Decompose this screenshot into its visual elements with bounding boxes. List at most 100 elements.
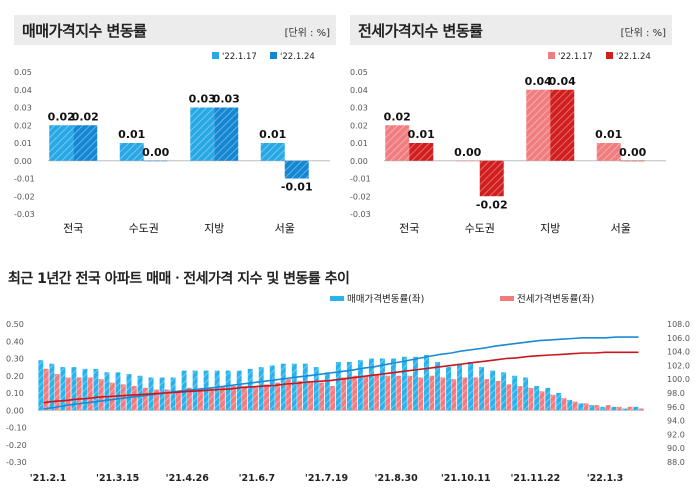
trend-bar: [65, 377, 71, 411]
sale-bar: [284, 160, 309, 179]
trend-bar: [291, 363, 297, 411]
trend-bar: [220, 386, 225, 411]
trend-bar: [115, 372, 121, 411]
sale-bar: [119, 143, 144, 161]
trend-bar: [407, 375, 413, 411]
sale-category-label: 수도권: [129, 222, 159, 235]
trend-bar: [374, 374, 380, 411]
trend-bar: [440, 377, 446, 411]
trend-line-sale: [43, 336, 639, 410]
trend-bar: [605, 405, 611, 411]
trend-bar: [638, 408, 644, 411]
sale-data-label: 0.00: [142, 146, 169, 159]
trend-bar: [330, 386, 336, 411]
jeonse-legend-swatch: [606, 52, 613, 59]
sale-data-label: -0.01: [281, 181, 313, 194]
trend-bar: [275, 382, 280, 411]
trend-bar: [341, 377, 347, 411]
jeonse-data-label: 0.00: [619, 146, 646, 159]
trend-right-ytick: 100.0: [667, 375, 690, 384]
jeonse-data-label: 0.01: [408, 128, 435, 141]
trend-bar: [242, 386, 247, 411]
jeonse-change-chart: 0.05 0.04 0.03 0.02 0.01 0.00 -0.01 -0.02 -0.03 '…: [350, 52, 666, 235]
sale-ytick: 0.05: [14, 68, 32, 77]
trend-bar: [236, 370, 242, 411]
trend-bar: [54, 374, 60, 411]
sale-bar: [143, 160, 168, 162]
jeonse-ytick: -0.02: [350, 192, 371, 201]
sale-bar: [73, 125, 98, 161]
sale-ytick: 0.03: [14, 104, 32, 113]
trend-right-ytick: 104.0: [667, 348, 690, 357]
jeonse-category-label: 수도권: [465, 222, 495, 235]
trend-bar: [396, 375, 402, 411]
sale-data-label: 0.03: [213, 93, 240, 106]
sale-legend-swatch: [270, 52, 277, 59]
trend-bar: [308, 380, 314, 411]
sale-legend-label: '22.1.24: [280, 52, 315, 62]
trend-right-ytick: 90.0: [667, 444, 685, 453]
trend-bar: [484, 379, 490, 411]
trend-right-ytick: 94.0: [667, 417, 685, 426]
trend-bar: [572, 401, 578, 411]
trend-bar: [451, 379, 457, 411]
trend-bar: [197, 387, 203, 411]
trend-bar: [611, 406, 617, 411]
trend-bar: [589, 405, 595, 411]
trend-legend-swatch: [330, 296, 344, 301]
jeonse-chart-title: 전세가격지수 변동률: [358, 22, 483, 40]
trend-bar: [170, 377, 176, 411]
trend-bar: [490, 370, 496, 411]
trend-bar: [534, 386, 540, 411]
trend-left-ytick: 0.40: [6, 337, 24, 346]
trend-xtick: '21.7.19: [305, 473, 348, 484]
trend-bar: [506, 384, 512, 411]
trend-bar: [594, 405, 600, 411]
trend-bar: [545, 387, 551, 411]
sale-chart-title: 매매가격지수 변동률: [22, 22, 147, 40]
trend-bar: [319, 382, 325, 411]
jeonse-data-label: 0.04: [549, 75, 576, 88]
sale-category-label: 지방: [204, 222, 224, 235]
jeonse-ytick: 0.04: [350, 86, 368, 95]
trend-bar: [435, 361, 440, 411]
trend-bar: [280, 363, 286, 411]
jeonse-ytick: 0.05: [350, 68, 368, 77]
jeonse-data-label: -0.02: [476, 198, 508, 211]
trend-bar: [622, 408, 628, 411]
trend-right-ytick: 92.0: [667, 430, 685, 439]
trend-bar: [60, 367, 66, 411]
trend-bar: [495, 380, 501, 411]
trend-chart: 매매가격변동률(좌) 전세가격변동률(좌) 0.50 0.40 0.30 0.20 0.10…: [6, 293, 690, 484]
trend-bar: [413, 356, 418, 411]
trend-bar: [104, 372, 110, 411]
trend-right-ytick: 88.0: [667, 458, 685, 467]
trend-bar: [225, 370, 231, 411]
trend-bar: [462, 377, 468, 411]
trend-bar: [126, 374, 132, 411]
trend-bar: [402, 356, 407, 411]
trend-bar: [517, 386, 523, 411]
trend-legend-label: 매매가격변동률(좌): [347, 293, 424, 305]
trend-bar: [335, 361, 341, 411]
sale-legend-swatch: [212, 52, 219, 59]
sale-ytick: 0.00: [14, 157, 32, 166]
trend-bar: [93, 368, 99, 411]
jeonse-panel-header: 전세가격지수 변동률 [단위 : %]: [350, 15, 672, 45]
trend-left-ytick: 0.00: [6, 406, 24, 415]
jeonse-data-label: 0.00: [454, 146, 481, 159]
trend-bar: [352, 375, 358, 411]
trend-left-ytick: 0.30: [6, 355, 24, 364]
trend-bar: [49, 363, 55, 411]
trend-bar: [583, 403, 589, 411]
sale-data-label: 0.03: [189, 93, 216, 106]
trend-bar: [264, 384, 269, 411]
trend-bar: [528, 387, 534, 411]
trend-bar: [523, 377, 529, 411]
trend-left-ytick: -0.10: [6, 424, 27, 433]
trend-bar: [446, 367, 451, 411]
jeonse-category-label: 지방: [540, 222, 560, 235]
trend-bar: [313, 367, 319, 411]
jeonse-ytick: -0.03: [350, 210, 371, 219]
trend-bar: [550, 394, 556, 411]
